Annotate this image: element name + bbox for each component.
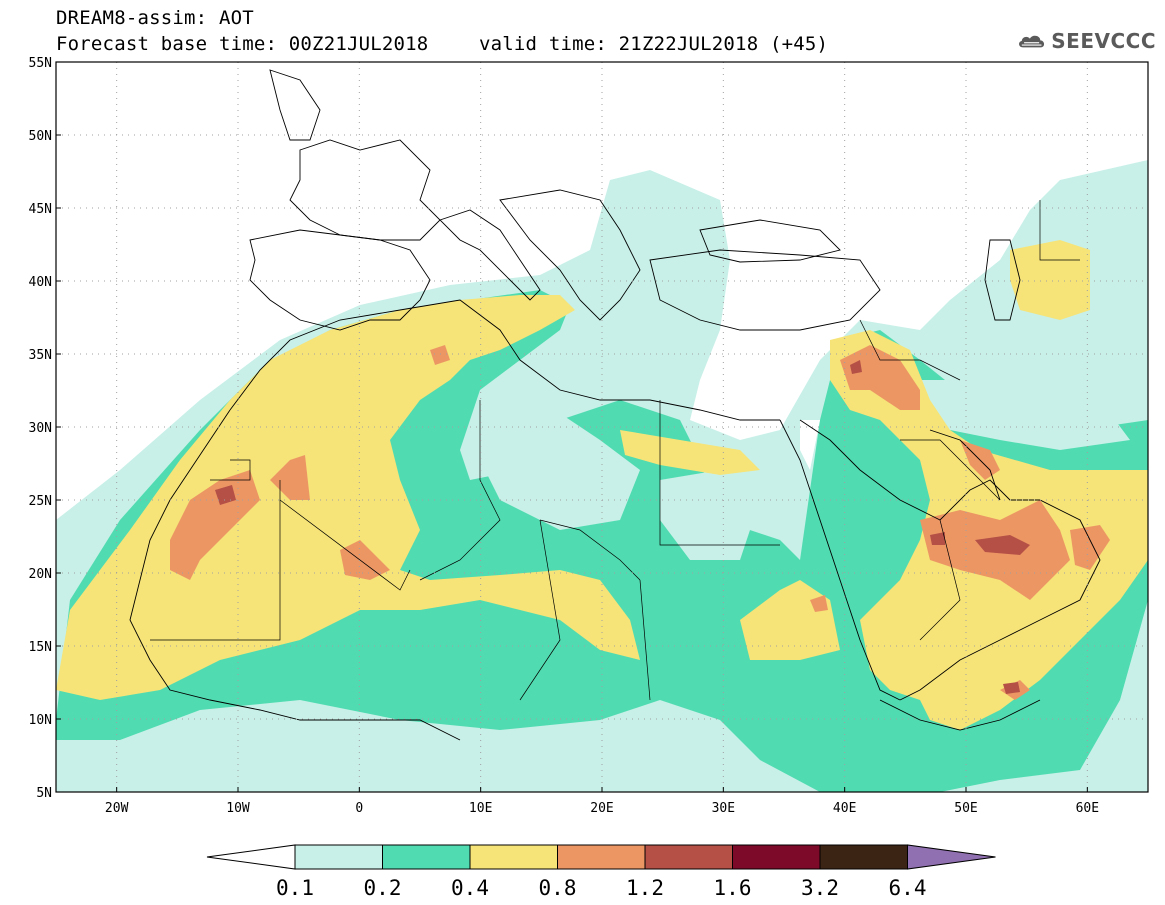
colorbar-label: 1.2	[626, 876, 664, 900]
lat-tick-label: 40N	[29, 275, 52, 290]
lat-tick-label: 25N	[29, 494, 52, 509]
lon-tick-label: 30E	[712, 801, 735, 816]
colorbar-bin	[557, 844, 646, 870]
lat-tick-label: 5N	[36, 786, 52, 801]
map-grid	[56, 62, 1148, 792]
colorbar-label: 0.4	[451, 876, 489, 900]
coastlines	[129, 69, 1101, 741]
colorbar-label: 1.6	[714, 876, 752, 900]
lat-tick-label: 35N	[29, 348, 52, 363]
map-title: DREAM8-assim: AOT	[56, 7, 254, 29]
cloud-icon	[1019, 35, 1045, 48]
lat-tick-label: 20N	[29, 567, 52, 582]
colorbar-bin	[382, 844, 471, 870]
colorbar-over-arrow	[907, 844, 996, 870]
lon-tick-label: 10W	[226, 801, 250, 816]
lon-axis: 20W 10W 0 10E 20E 30E 40E 50E 60E	[105, 787, 1099, 816]
lat-tick-label: 30N	[29, 421, 52, 436]
lat-tick-label: 55N	[29, 56, 52, 71]
lon-tick-label: 20W	[105, 801, 129, 816]
valid-time: valid time: 21Z22JUL2018 (+45)	[479, 33, 829, 55]
colorbar-label: 6.4	[889, 876, 927, 900]
lat-tick-label: 10N	[29, 713, 52, 728]
colorbar-bin	[644, 844, 733, 870]
logo-text: SEEVCCC	[1051, 29, 1156, 53]
lon-tick-label: 40E	[833, 801, 856, 816]
colorbar-label: 3.2	[801, 876, 839, 900]
colorbar-bin	[469, 844, 558, 870]
colorbar-label: 0.8	[539, 876, 577, 900]
colorbar-label: 0.1	[276, 876, 314, 900]
lat-tick-label: 15N	[29, 640, 52, 655]
colorbar-bin	[819, 844, 908, 870]
colorbar-label: 0.2	[364, 876, 402, 900]
country-borders	[150, 200, 1080, 701]
lon-tick-label: 50E	[954, 801, 977, 816]
lon-tick-label: 10E	[469, 801, 492, 816]
lat-tick-label: 50N	[29, 129, 52, 144]
aot-band-0.8	[170, 470, 260, 580]
lon-tick-label: 60E	[1076, 801, 1099, 816]
colorbar-under-arrow	[206, 844, 296, 870]
aot-band-0.4	[56, 295, 640, 700]
forecast-base-time: Forecast base time: 00Z21JUL2018	[56, 33, 429, 55]
colorbar-bin	[732, 844, 821, 870]
lon-tick-label: 20E	[590, 801, 613, 816]
colorbar-bin	[294, 844, 383, 870]
colorbar: 0.1 0.2 0.4 0.8 1.2 1.6 3.2 6.4	[206, 844, 996, 900]
seevccc-logo: SEEVCCC	[1016, 24, 1156, 58]
lat-axis: 55N 50N 45N 40N 35N 30N 25N 20N 15N 10N 5N	[29, 56, 61, 801]
lon-tick-label: 0	[355, 801, 363, 816]
lat-tick-label: 45N	[29, 202, 52, 217]
